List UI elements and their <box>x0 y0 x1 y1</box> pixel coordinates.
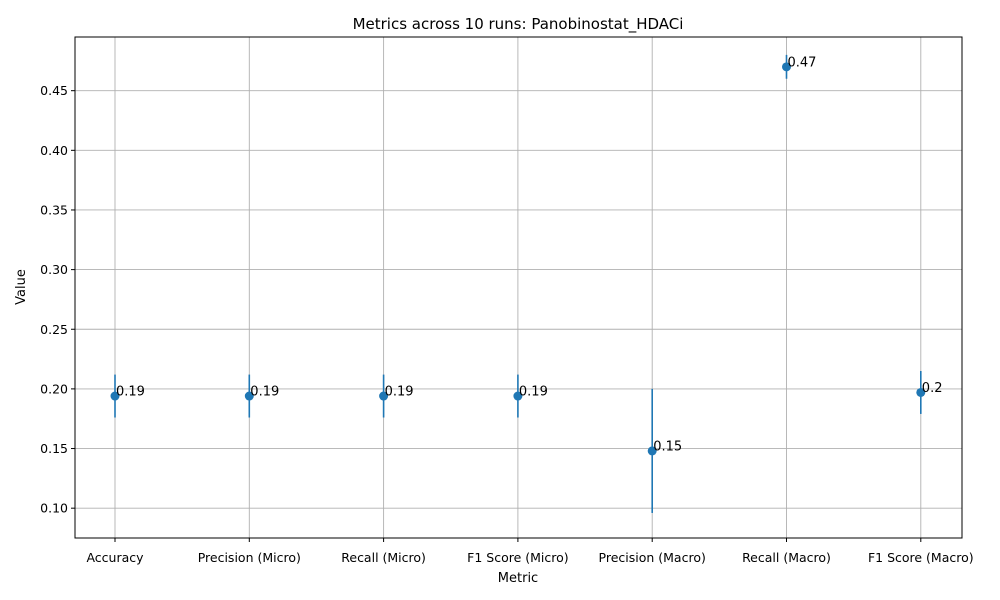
data-label: 0.19 <box>116 385 145 400</box>
y-tick-label: 0.10 <box>40 501 68 516</box>
data-point <box>244 391 254 401</box>
x-tick-label: Precision (Micro) <box>198 550 301 565</box>
data-label: 0.19 <box>385 385 414 400</box>
x-axis-title: Metric <box>498 571 538 586</box>
data-label: 0.47 <box>788 55 817 70</box>
y-tick-label: 0.30 <box>40 262 68 277</box>
data-label: 0.15 <box>653 439 682 454</box>
data-label: 0.19 <box>250 385 279 400</box>
data-points <box>110 62 926 456</box>
x-tick-label: F1 Score (Micro) <box>467 550 569 565</box>
y-tick-label: 0.20 <box>40 381 68 396</box>
y-tick-label: 0.15 <box>40 441 68 456</box>
y-tick-label: 0.25 <box>40 322 68 337</box>
data-label: 0.2 <box>922 381 943 396</box>
data-point <box>379 391 389 401</box>
y-axis-title: Value <box>14 269 29 305</box>
x-tick-label: Accuracy <box>86 550 144 565</box>
x-tick-label: F1 Score (Macro) <box>868 550 974 565</box>
data-point <box>513 391 523 401</box>
y-tick-label: 0.35 <box>40 202 68 217</box>
x-tick-label: Recall (Macro) <box>742 550 831 565</box>
data-point <box>916 387 926 397</box>
y-tick-label: 0.45 <box>40 83 68 98</box>
data-label: 0.19 <box>519 385 548 400</box>
y-tick-label: 0.40 <box>40 143 68 158</box>
plot-frame <box>74 36 963 539</box>
data-point <box>110 391 120 401</box>
x-axis: Accuracy Precision (Micro) Recall (Micro) F… <box>86 538 974 565</box>
data-point <box>647 446 657 456</box>
y-axis: 0.10 0.15 0.20 0.25 0.30 0.35 0.40 0.45 <box>40 83 75 516</box>
data-point <box>782 62 791 72</box>
data-labels: 0.19 0.19 0.19 0.19 0.15 0.47 0.2 <box>116 55 942 454</box>
x-tick-label: Precision (Macro) <box>599 550 706 565</box>
x-tick-label: Recall (Micro) <box>341 550 426 565</box>
chart-title: Metrics across 10 runs: Panobinostat_HDA… <box>353 15 684 34</box>
grid <box>75 37 962 538</box>
